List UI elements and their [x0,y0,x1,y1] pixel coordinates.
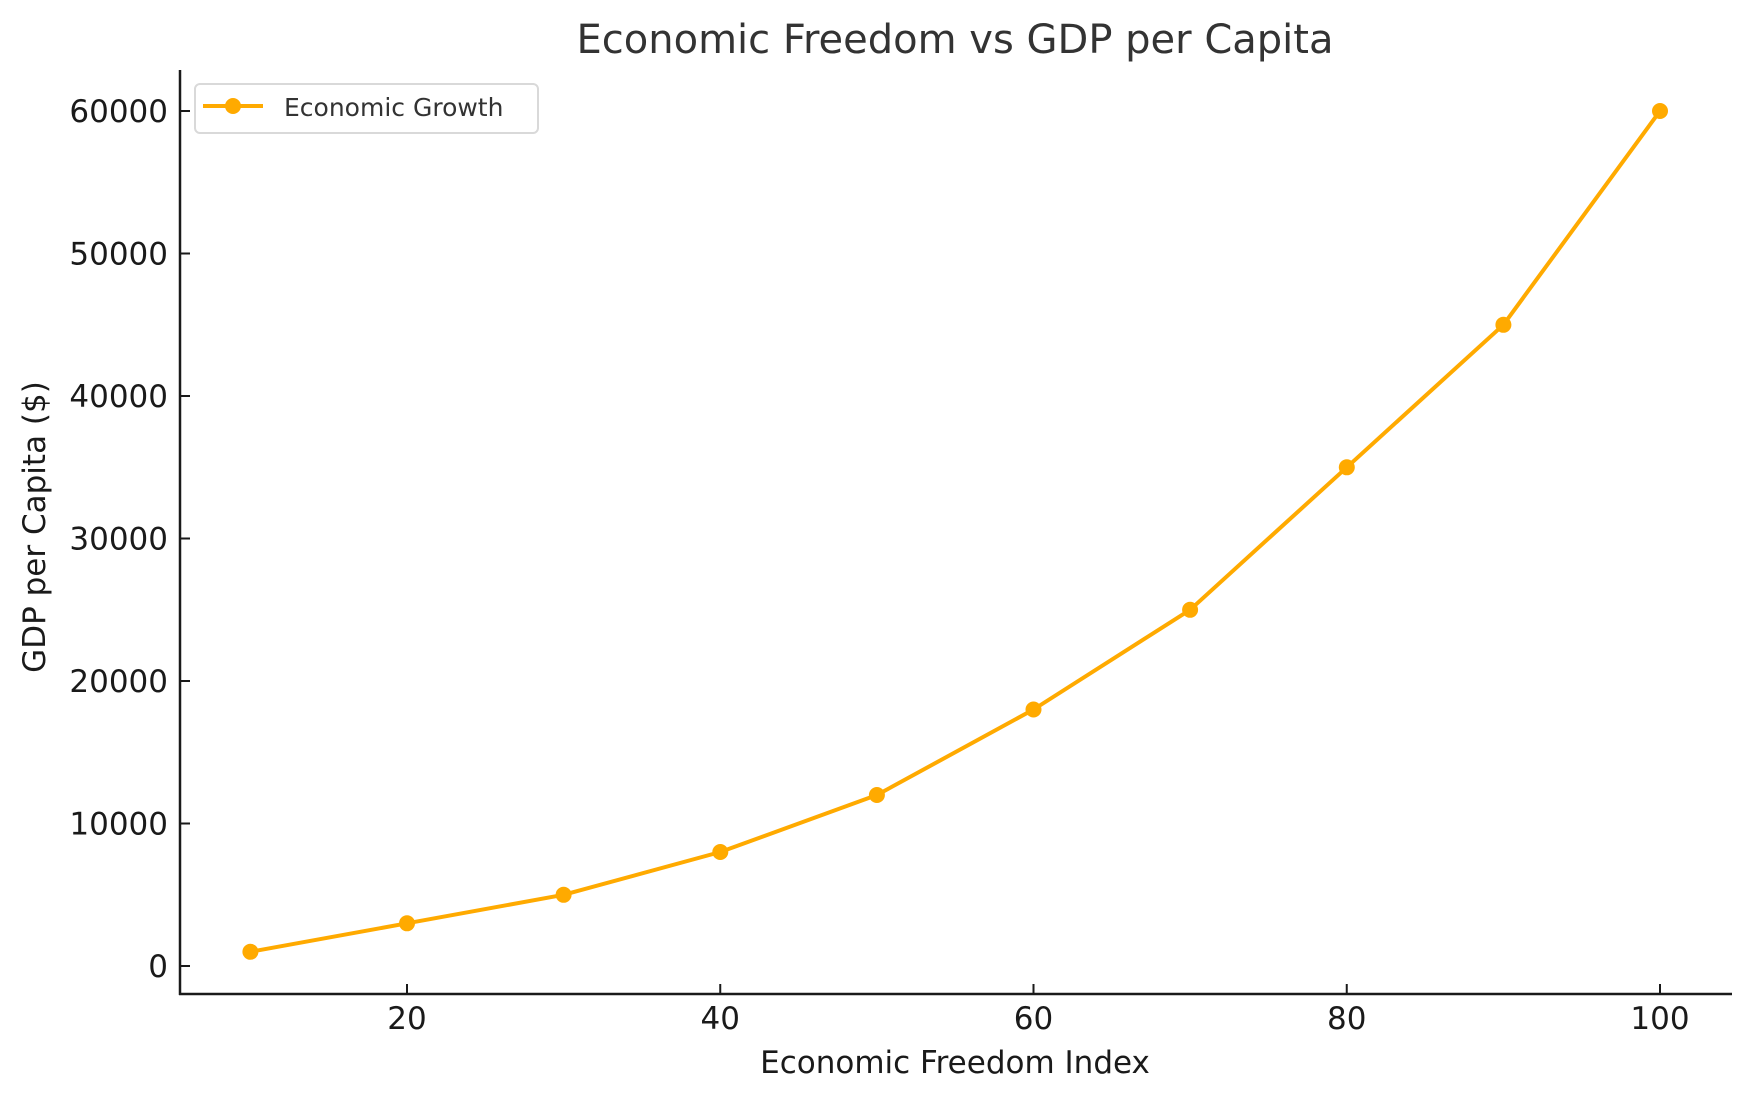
x-axis-ticks: 20 40 60 80 100 [387,984,1690,1037]
data-point-marker [1495,316,1512,333]
data-point-marker [242,943,259,960]
series-economic-growth [242,103,1668,960]
legend-box [194,83,539,134]
data-point-marker [1338,459,1355,476]
x-tick-label: 60 [1014,1001,1053,1037]
data-point-marker [1182,601,1199,618]
y-tick-label: 60000 [69,94,168,130]
y-tick-label: 10000 [69,807,168,843]
y-axis-ticks: 0 10000 20000 30000 40000 50000 60000 [69,94,190,985]
plot-area [242,103,1668,960]
data-point-marker [399,915,415,932]
x-tick-label: 80 [1327,1001,1366,1037]
y-tick-label: 20000 [69,664,168,700]
data-point-marker [868,787,885,803]
x-tick-label: 20 [387,1001,426,1037]
data-point-marker [555,886,572,903]
data-point-marker [1652,103,1668,119]
legend: Economic Growth [194,83,539,134]
y-tick-label: 0 [148,949,168,985]
y-axis-label: GDP per Capita ($) [17,381,53,673]
y-tick-label: 40000 [69,379,168,415]
data-point-marker [712,844,729,860]
data-point-marker [1025,701,1042,718]
y-tick-label: 50000 [69,237,168,273]
legend-label: Economic Growth [284,93,503,122]
x-tick-label: 100 [1630,1001,1689,1037]
chart-title: Economic Freedom vs GDP per Capita [577,17,1334,63]
x-axis-label: Economic Freedom Index [760,1045,1150,1081]
y-tick-label: 30000 [69,522,168,558]
series-line [248,108,1663,955]
x-tick-label: 40 [701,1001,740,1037]
legend-marker-icon [225,98,241,114]
